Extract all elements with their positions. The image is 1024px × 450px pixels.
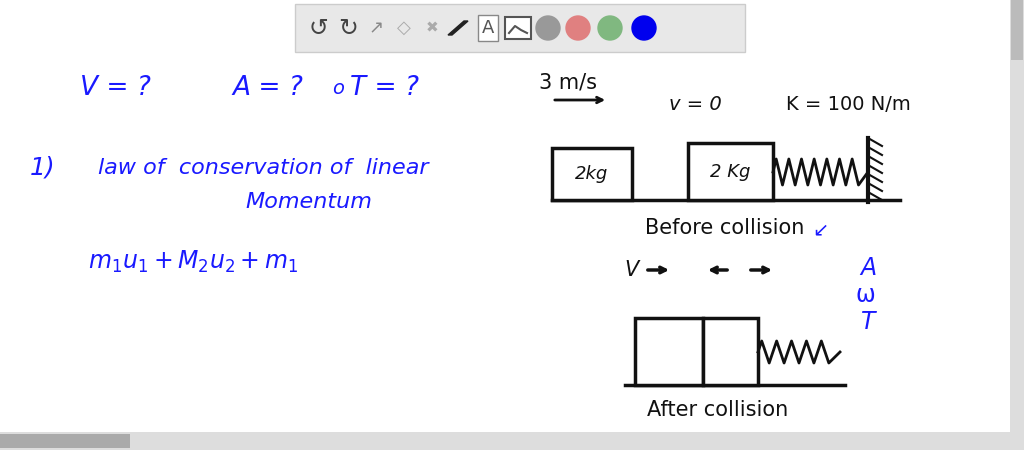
Bar bbox=[0, 432, 1010, 450]
Text: A = ?: A = ? bbox=[232, 75, 303, 101]
Bar bbox=[0, 434, 130, 448]
Text: After collision: After collision bbox=[647, 400, 788, 420]
Polygon shape bbox=[449, 21, 468, 35]
Bar bbox=[703, 318, 758, 385]
Bar bbox=[295, 4, 745, 52]
Bar bbox=[688, 143, 773, 200]
Text: V = ?: V = ? bbox=[80, 75, 151, 101]
Text: law of  conservation of  linear: law of conservation of linear bbox=[98, 158, 428, 178]
Text: K = 100 N/m: K = 100 N/m bbox=[785, 95, 910, 114]
Bar bbox=[505, 17, 531, 39]
Circle shape bbox=[566, 16, 590, 40]
Text: T = ?: T = ? bbox=[350, 75, 420, 101]
Text: $m_1 u_1 + M_2 u_2 + m_1$: $m_1 u_1 + M_2 u_2 + m_1$ bbox=[88, 249, 298, 275]
Bar bbox=[1011, 0, 1023, 60]
Text: A: A bbox=[482, 19, 495, 37]
Text: 3 m/s: 3 m/s bbox=[539, 72, 597, 92]
Text: T: T bbox=[861, 310, 876, 334]
Text: 1): 1) bbox=[30, 156, 55, 180]
Text: Momentum: Momentum bbox=[245, 192, 372, 212]
Bar bbox=[635, 318, 703, 385]
Text: ω: ω bbox=[855, 283, 874, 307]
Text: ↺: ↺ bbox=[308, 16, 328, 40]
Text: ✖: ✖ bbox=[426, 21, 438, 36]
Bar bbox=[1010, 0, 1024, 450]
Text: ◇: ◇ bbox=[397, 19, 411, 37]
Text: A: A bbox=[860, 256, 877, 280]
Circle shape bbox=[536, 16, 560, 40]
Circle shape bbox=[598, 16, 622, 40]
Text: 2 Kg: 2 Kg bbox=[710, 163, 751, 181]
Text: v = 0: v = 0 bbox=[669, 95, 721, 114]
Text: ↙: ↙ bbox=[812, 220, 828, 239]
Text: ↻: ↻ bbox=[338, 16, 357, 40]
Text: V: V bbox=[625, 260, 639, 280]
Text: Before collision: Before collision bbox=[645, 218, 805, 238]
Text: 2kg: 2kg bbox=[575, 165, 608, 183]
Circle shape bbox=[632, 16, 656, 40]
Bar bbox=[552, 148, 632, 200]
Text: ↗: ↗ bbox=[369, 19, 384, 37]
Text: o: o bbox=[332, 78, 344, 98]
